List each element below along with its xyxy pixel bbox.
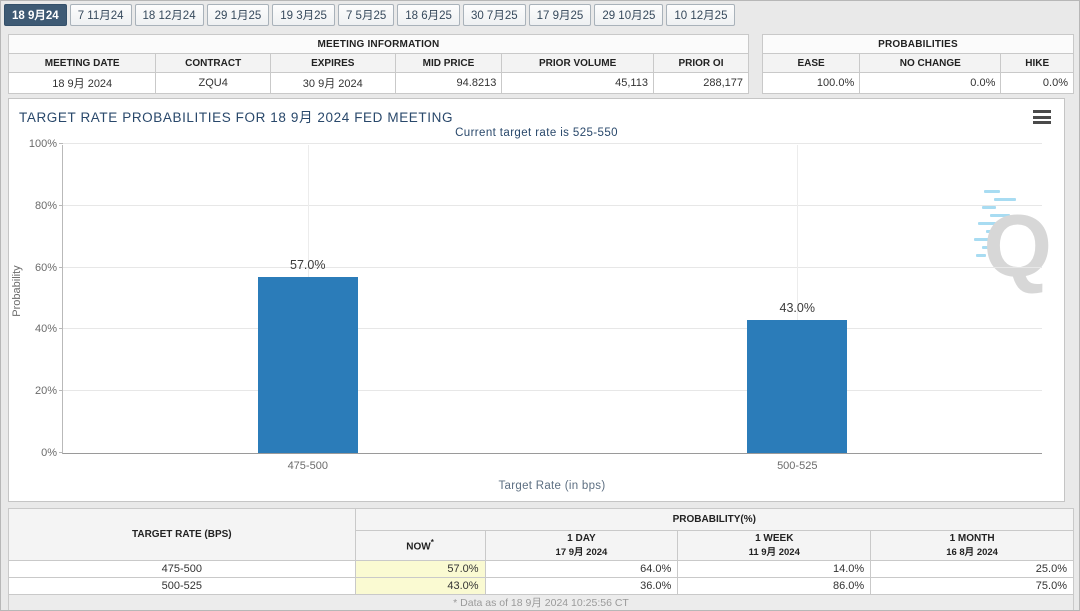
one-month-probability-cell: 75.0% (870, 577, 1074, 595)
meeting-tab-18-6月25[interactable]: 18 6月25 (397, 4, 460, 26)
probability-bar-500-525[interactable] (747, 320, 848, 453)
probabilities-value-cell: 100.0% (761, 72, 861, 94)
probabilities-column-header: EASE (761, 53, 861, 73)
bar-chart-plot-area: 0% 20% 40% 60% 80% 100% 57.0% 475-500 43.0% 500-5… (29, 138, 1042, 472)
y-tick-label: 0% (41, 447, 57, 459)
probabilities-title: PROBABILITIES (762, 34, 1074, 54)
chart-menu-hamburger-icon[interactable] (1033, 110, 1051, 127)
chart-title: TARGET RATE PROBABILITIES FOR 18 9月 2024… (19, 110, 454, 125)
gridline (63, 390, 1042, 392)
meeting-tabs: 18 9月24 7 11月24 18 12月24 29 1月25 19 3月25 7 5月… (4, 4, 736, 26)
probabilities-table: PROBABILITIES EASE NO CHANGE HIKE 100.0% 0.… (761, 34, 1074, 94)
gridline (63, 204, 1042, 206)
bar-value-label: 43.0% (779, 301, 815, 316)
y-tick-mark (59, 328, 63, 330)
meeting-info-column-header: PRIOR VOLUME (501, 53, 654, 73)
now-probability-cell: 57.0% (354, 560, 486, 578)
meeting-tab-30-7月25[interactable]: 30 7月25 (462, 4, 526, 26)
y-tick-label: 80% (34, 199, 57, 212)
target-rate-cell: 475-500 (8, 560, 356, 578)
meeting-information-title: MEETING INFORMATION (8, 34, 749, 54)
meeting-information-value-row: 18 9月 2024 ZQU4 30 9月 2024 94.8213 45,113 288… (7, 72, 750, 94)
subheader-date: 17 9月 2024 (555, 547, 608, 558)
y-tick-mark (59, 143, 63, 144)
probability-subheader-1-month: 1 MONTH 16 8月 2024 (870, 530, 1074, 561)
meeting-tab-18-9月24[interactable]: 18 9月24 (4, 4, 67, 26)
meeting-info-value-cell: 288,177 (652, 72, 750, 94)
one-day-probability-cell: 36.0% (484, 577, 679, 595)
one-day-probability-cell: 64.0% (484, 560, 679, 578)
probabilities-value-row: 100.0% 0.0% 0.0% (761, 72, 1074, 94)
probability-subheader-1-day: 1 DAY 17 9月 2024 (484, 530, 679, 561)
meeting-tab-7-5月25[interactable]: 7 5月25 (337, 4, 395, 26)
meeting-info-value-cell: 30 9月 2024 (269, 72, 396, 94)
meeting-info-column-header: CONTRACT (155, 53, 271, 73)
quikstrike-watermark-logo: Q (974, 184, 1052, 304)
gridline (63, 328, 1042, 330)
table-row: 500-525 43.0% 36.0% 86.0% 75.0% (8, 577, 1074, 595)
data-as-of-footer-row: * Data as of 18 9月 2024 10:25:56 CT (8, 594, 1074, 610)
meeting-info-column-header: PRIOR OI (652, 53, 750, 73)
probability-history-table: TARGET RATE (BPS) PROBABILITY(%) NOW* 1 D… (8, 508, 1075, 610)
bar-value-label: 57.0% (290, 257, 326, 272)
one-week-probability-cell: 86.0% (677, 577, 872, 595)
meeting-information-table: MEETING INFORMATION MEETING DATE CONTRACT… (7, 34, 750, 94)
probability-group-header-row: TARGET RATE (BPS) PROBABILITY(%) (8, 508, 1075, 561)
y-axis-title: Probability (11, 265, 23, 317)
probabilities-column-header: NO CHANGE (859, 53, 1002, 73)
probability-subheader-now: NOW* (354, 530, 486, 561)
gridline (63, 266, 1042, 268)
probability-pct-header: PROBABILITY(%) (354, 508, 1075, 531)
gridline (63, 143, 1042, 144)
one-month-probability-cell: 25.0% (870, 560, 1074, 578)
y-tick-mark (59, 452, 63, 453)
x-tick-label: 475-500 (287, 460, 328, 472)
y-tick-label: 40% (34, 323, 57, 336)
probabilities-value-cell: 0.0% (859, 72, 1002, 94)
y-tick-mark (59, 390, 63, 392)
table-row: 475-500 57.0% 64.0% 14.0% 25.0% (8, 560, 1074, 578)
meeting-tab-7-11月24[interactable]: 7 11月24 (69, 4, 132, 26)
meeting-tab-18-12月24[interactable]: 18 12月24 (134, 4, 204, 26)
data-as-of-note: * Data as of 18 9月 2024 10:25:56 CT (8, 594, 1074, 610)
probabilities-header-row: EASE NO CHANGE HIKE (761, 53, 1074, 73)
meeting-tab-17-9月25[interactable]: 17 9月25 (528, 4, 592, 26)
meeting-info-value-cell: ZQU4 (155, 72, 271, 94)
y-tick-label: 20% (34, 385, 57, 398)
probability-subheader-1-week: 1 WEEK 11 9月 2024 (677, 530, 872, 561)
y-tick-mark (59, 266, 63, 268)
x-tick-label: 500-525 (777, 460, 818, 472)
probabilities-column-header: HIKE (1000, 53, 1074, 73)
subheader-date: 11 9月 2024 (748, 547, 800, 558)
meeting-tab-19-3月25[interactable]: 19 3月25 (272, 4, 335, 26)
meeting-info-column-header: MID PRICE (394, 53, 503, 73)
target-rate-cell: 500-525 (8, 577, 356, 595)
meeting-information-header-row: MEETING DATE CONTRACT EXPIRES MID PRICE PRIO… (7, 53, 750, 73)
meeting-info-value-cell: 18 9月 2024 (7, 72, 157, 94)
y-tick-label: 100% (28, 138, 57, 150)
now-probability-cell: 43.0% (354, 577, 486, 595)
meeting-info-value-cell: 45,113 (501, 72, 654, 94)
probabilities-value-cell: 0.0% (1000, 72, 1074, 94)
subheader-date: 16 8月 2024 (946, 547, 998, 558)
meeting-tab-10-12月25[interactable]: 10 12月25 (666, 4, 736, 26)
meeting-tab-29-1月25[interactable]: 29 1月25 (206, 4, 270, 26)
top-tables: MEETING INFORMATION MEETING DATE CONTRACT… (7, 34, 1074, 94)
x-axis-title: Target Rate (in bps) (498, 480, 606, 492)
y-tick-mark (59, 204, 63, 206)
meeting-info-value-cell: 94.8213 (394, 72, 503, 94)
probability-subheader-row: NOW* 1 DAY 17 9月 2024 1 WEEK 11 9月 2024 1 MON… (9, 530, 1074, 561)
chart-subtitle: Current target rate is 525-550 (455, 127, 618, 139)
y-tick-label: 60% (34, 261, 57, 274)
meeting-info-column-header: EXPIRES (269, 53, 396, 73)
probability-bar-475-500[interactable] (257, 276, 358, 453)
meeting-info-column-header: MEETING DATE (7, 53, 157, 73)
watermark-q-letter: Q (983, 196, 1052, 295)
target-rate-bps-header: TARGET RATE (BPS) (8, 508, 356, 561)
target-rate-chart-panel: TARGET RATE PROBABILITIES FOR 18 9月 2024… (8, 98, 1065, 502)
gridline (797, 145, 799, 453)
one-week-probability-cell: 14.0% (677, 560, 872, 578)
meeting-tab-29-10月25[interactable]: 29 10月25 (594, 4, 664, 26)
